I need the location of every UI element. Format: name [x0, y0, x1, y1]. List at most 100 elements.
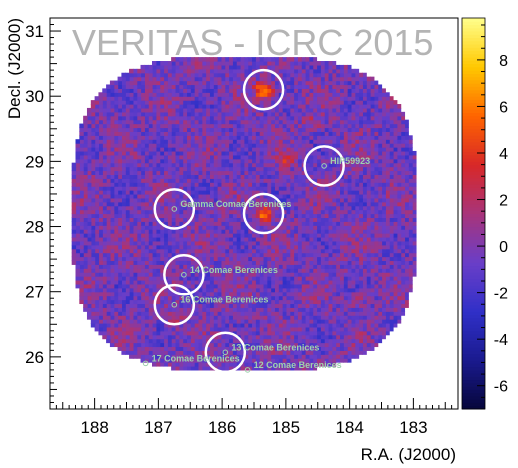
heatmap-cell — [266, 307, 272, 312]
heatmap-cell — [389, 315, 394, 320]
heatmap-cell — [232, 315, 237, 320]
heatmap-cell — [213, 283, 218, 289]
heatmap-cell — [201, 358, 207, 363]
heatmap-cell — [327, 256, 333, 262]
heatmap-cell — [278, 272, 283, 277]
heatmap-cell — [113, 291, 119, 297]
heatmap-cell — [190, 287, 195, 293]
heatmap-cell — [343, 150, 348, 156]
heatmap-cell — [255, 303, 260, 308]
heatmap-cell — [152, 225, 157, 230]
heatmap-cell — [404, 256, 409, 262]
heatmap-cell — [259, 229, 264, 234]
heatmap-cell — [217, 334, 222, 340]
heatmap-cell — [167, 186, 172, 191]
heatmap-cell — [312, 178, 318, 183]
heatmap-cell — [385, 190, 390, 195]
heatmap-cell — [213, 272, 218, 277]
heatmap-cell — [278, 283, 283, 289]
heatmap-cell — [155, 326, 161, 332]
heatmap-cell — [274, 358, 279, 363]
heatmap-cell — [224, 342, 230, 348]
heatmap-cell — [293, 303, 298, 308]
heatmap-cell — [217, 319, 222, 324]
heatmap-cell — [213, 287, 218, 293]
heatmap-cell — [266, 342, 272, 348]
heatmap-cell — [320, 135, 325, 140]
heatmap-cell — [370, 299, 375, 305]
heatmap-cell — [266, 217, 272, 222]
heatmap-cell — [301, 147, 306, 152]
heatmap-cell — [316, 178, 321, 183]
heatmap-cell — [404, 260, 409, 265]
heatmap-cell — [347, 139, 352, 144]
heatmap-cell — [98, 209, 103, 215]
heatmap-cell — [163, 315, 168, 320]
heatmap-cell — [262, 291, 268, 297]
heatmap-cell — [324, 295, 329, 301]
heatmap-cell — [385, 178, 390, 183]
heatmap-cell — [331, 150, 337, 156]
heatmap-cell — [209, 338, 214, 344]
heatmap-cell — [320, 264, 325, 269]
heatmap-cell — [163, 260, 168, 265]
heatmap-cell — [174, 346, 180, 351]
heatmap-cell — [251, 330, 256, 336]
heatmap-cell — [343, 162, 348, 168]
heatmap-cell — [270, 170, 275, 175]
heatmap-cell — [132, 354, 138, 359]
heatmap-cell — [392, 236, 398, 242]
heatmap-cell — [400, 240, 406, 246]
heatmap-cell — [224, 362, 230, 367]
heatmap-cell — [255, 221, 260, 226]
heatmap-cell — [381, 268, 386, 273]
heatmap-cell — [228, 264, 233, 269]
heatmap-cell — [83, 229, 88, 234]
heatmap-cell — [190, 162, 195, 168]
heatmap-cell — [140, 264, 145, 269]
heatmap-cell — [117, 217, 122, 222]
heatmap-cell — [109, 338, 115, 344]
heatmap-cell — [190, 170, 195, 175]
heatmap-cell — [331, 291, 337, 297]
heatmap-cell — [259, 174, 264, 179]
heatmap-cell — [343, 217, 348, 222]
heatmap-cell — [98, 174, 103, 179]
heatmap-cell — [159, 162, 165, 168]
heatmap-cell — [373, 315, 379, 320]
heatmap-cell — [343, 338, 348, 344]
heatmap-cell — [396, 201, 402, 207]
heatmap-cell — [194, 143, 199, 148]
heatmap-cell — [392, 272, 398, 277]
heatmap-cell — [109, 260, 115, 265]
heatmap-cell — [270, 283, 275, 289]
heatmap-cell — [239, 276, 245, 281]
heatmap-cell — [220, 197, 226, 203]
heatmap-cell — [270, 354, 275, 359]
heatmap-cell — [178, 299, 184, 305]
heatmap-cell — [389, 201, 394, 207]
heatmap-cell — [266, 346, 272, 351]
heatmap-cell — [285, 186, 291, 191]
heatmap-cell — [167, 174, 172, 179]
heatmap-cell — [293, 213, 298, 219]
heatmap-cell — [362, 166, 367, 172]
heatmap-cell — [301, 279, 306, 285]
heatmap-cell — [109, 170, 115, 175]
heatmap-cell — [255, 182, 260, 187]
heatmap-cell — [159, 225, 165, 230]
heatmap-cell — [354, 143, 360, 148]
heatmap-cell — [239, 319, 245, 324]
heatmap-cell — [270, 322, 275, 328]
heatmap-cell — [129, 350, 134, 355]
heatmap-cell — [297, 233, 302, 238]
heatmap-cell — [213, 322, 218, 328]
heatmap-cell — [94, 197, 100, 203]
heatmap-cell — [347, 354, 352, 359]
heatmap-cell — [385, 213, 390, 219]
heatmap-cell — [381, 303, 386, 308]
heatmap-cell — [148, 174, 153, 179]
heatmap-cell — [270, 217, 275, 222]
heatmap-cell — [186, 283, 191, 289]
heatmap-cell — [251, 338, 256, 344]
